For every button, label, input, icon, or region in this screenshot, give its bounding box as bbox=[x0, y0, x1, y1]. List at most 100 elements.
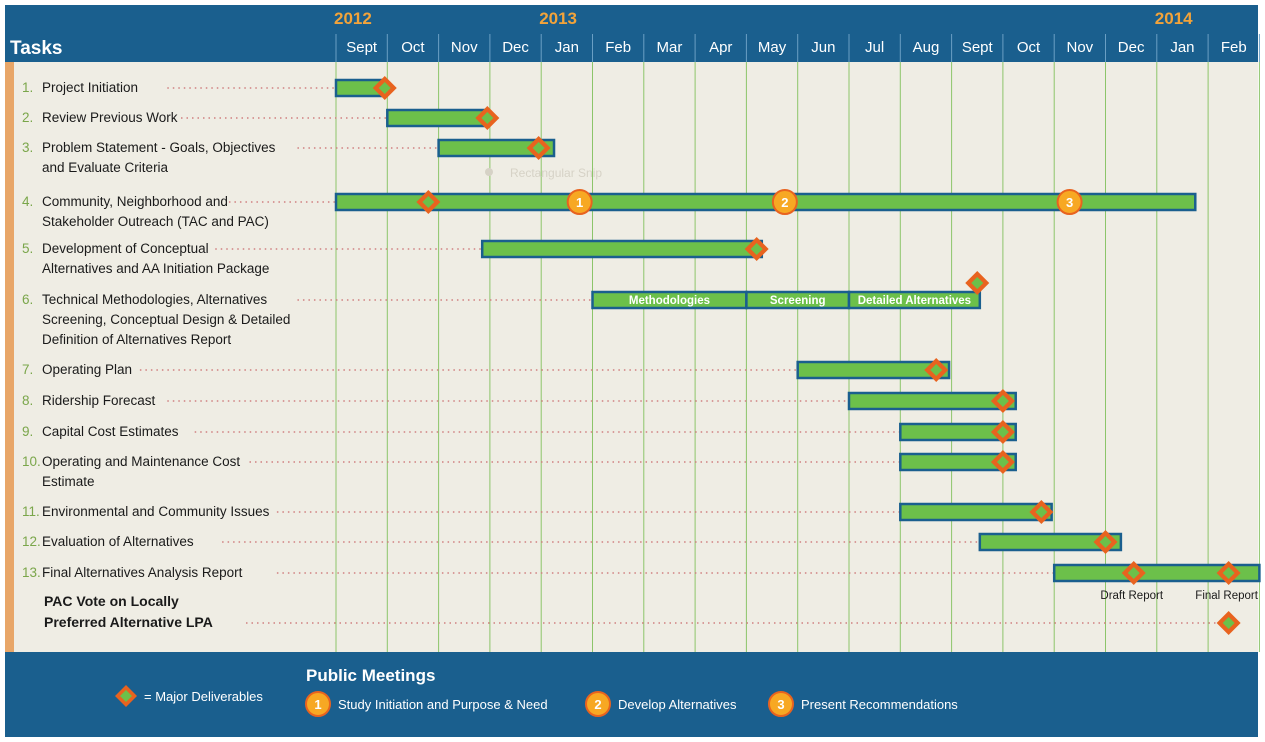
month-label: Apr bbox=[709, 39, 732, 56]
task-label: and Evaluate Criteria bbox=[42, 160, 169, 175]
task-label: Operating Plan bbox=[42, 362, 132, 377]
task-label: Capital Cost Estimates bbox=[42, 424, 179, 439]
milestone-inner bbox=[1127, 567, 1140, 579]
month-label: Jun bbox=[811, 39, 835, 56]
chart-background bbox=[5, 62, 1258, 652]
milestone-inner bbox=[1222, 567, 1235, 579]
rectangular-snip-overlay: Rectangular Snip bbox=[510, 166, 602, 180]
task-number: 10. bbox=[22, 454, 41, 469]
task-label: Screening, Conceptual Design & Detailed bbox=[42, 312, 290, 327]
task-label: Problem Statement - Goals, Objectives bbox=[42, 140, 276, 155]
milestone-diamond bbox=[990, 420, 1015, 444]
task-label: Definition of Alternatives Report bbox=[42, 332, 231, 347]
year-label: 2012 bbox=[334, 9, 372, 28]
task-bars: Methodologies Screening Detailed Alternati… bbox=[334, 78, 1261, 583]
header-bar bbox=[5, 5, 1258, 62]
task-label: Community, Neighborhood and bbox=[42, 194, 228, 209]
milestone-inner bbox=[996, 395, 1009, 407]
milestone-diamond bbox=[475, 106, 500, 130]
task-number: 13. bbox=[22, 565, 41, 580]
task-label: Ridership Forecast bbox=[42, 393, 156, 408]
task-bar bbox=[1052, 563, 1261, 583]
task-bar bbox=[796, 360, 951, 380]
milestone-diamond bbox=[1029, 500, 1054, 524]
legend-meeting-label: Present Recommendations bbox=[801, 697, 958, 712]
milestone-label: Draft Report bbox=[1100, 590, 1163, 602]
legend-meeting-label: Develop Alternatives bbox=[618, 697, 737, 712]
task-number: 8. bbox=[22, 393, 33, 408]
task-label: Estimate bbox=[42, 474, 95, 489]
milestone-diamond bbox=[1216, 611, 1241, 635]
task-number: 7. bbox=[22, 362, 33, 377]
milestone-diamond bbox=[924, 358, 949, 382]
milestone-inner bbox=[422, 196, 435, 208]
milestone-inner bbox=[481, 112, 494, 124]
milestone-diamond bbox=[1216, 561, 1241, 585]
task-bar bbox=[899, 502, 1053, 522]
task-bar bbox=[334, 192, 1197, 212]
task-label: Evaluation of Alternatives bbox=[42, 534, 194, 549]
task-number: 4. bbox=[22, 194, 33, 209]
legend-deliverable-label: = Major Deliverables bbox=[144, 689, 263, 704]
task-number: 5. bbox=[22, 241, 33, 256]
month-label: Aug bbox=[913, 39, 940, 56]
month-label: Nov bbox=[451, 39, 478, 56]
legend-title: Public Meetings bbox=[306, 666, 435, 685]
milestone-diamond bbox=[416, 190, 441, 214]
month-label: Sept bbox=[962, 39, 994, 56]
month-label: May bbox=[758, 39, 787, 56]
task-number: 11. bbox=[22, 504, 40, 519]
milestone-inner bbox=[1035, 506, 1048, 518]
milestone-inner bbox=[750, 243, 763, 255]
milestone-inner bbox=[996, 456, 1009, 468]
public-meeting-marker-circle bbox=[1056, 189, 1083, 215]
milestone-diamond bbox=[965, 271, 990, 295]
month-label: Jul bbox=[865, 39, 884, 56]
task-label: PAC Vote on Locally bbox=[44, 593, 179, 609]
legend-meeting-marker-number: 3 bbox=[777, 697, 784, 712]
task-bar bbox=[847, 391, 1017, 411]
year-label: 2013 bbox=[539, 9, 577, 28]
task-number: 3. bbox=[22, 140, 33, 155]
legend-meetings: 1 Study Initiation and Purpose & Need 2 Dev… bbox=[305, 691, 958, 717]
milestone-diamond bbox=[744, 237, 769, 261]
legend: = Major Deliverables Public Meetings 1 St… bbox=[115, 666, 958, 717]
month-label: Sept bbox=[346, 39, 378, 56]
public-meeting-marker-number: 2 bbox=[781, 195, 788, 210]
task-bar bbox=[978, 532, 1123, 552]
task-number: 1. bbox=[22, 80, 33, 95]
milestone-inner bbox=[1222, 617, 1235, 629]
public-meeting-marker-number: 1 bbox=[576, 195, 583, 210]
milestone-marks: 1 2 3 Draft Report Final Report bbox=[372, 76, 1259, 635]
public-meeting-marker-circle bbox=[771, 189, 798, 215]
month-label: Dec bbox=[502, 39, 529, 56]
year-label: 2014 bbox=[1155, 9, 1193, 28]
task-label: Alternatives and AA Initiation Package bbox=[42, 261, 269, 276]
task-bar bbox=[899, 422, 1017, 442]
task-label: Operating and Maintenance Cost bbox=[42, 454, 240, 469]
task-bar-label: Detailed Alternatives bbox=[858, 295, 971, 307]
milestone-inner bbox=[971, 277, 984, 289]
task-number: 9. bbox=[22, 424, 33, 439]
milestone-label: Final Report bbox=[1195, 590, 1258, 602]
task-label: Preferred Alternative LPA bbox=[44, 614, 213, 630]
month-label: Mar bbox=[657, 39, 683, 56]
milestone-inner bbox=[1099, 536, 1112, 548]
task-number: 2. bbox=[22, 110, 33, 125]
task-number: 6. bbox=[22, 292, 33, 307]
milestone-diamond bbox=[990, 389, 1015, 413]
rectangular-snip-overlay-icon bbox=[485, 168, 493, 176]
month-label: Oct bbox=[401, 39, 425, 56]
task-bar bbox=[847, 290, 982, 310]
milestone-inner bbox=[532, 142, 545, 154]
legend-bar bbox=[5, 652, 1258, 737]
milestone-inner bbox=[378, 82, 391, 94]
left-accent-strip bbox=[5, 62, 14, 652]
public-meeting-marker-circle bbox=[566, 189, 593, 215]
legend-deliverable-icon bbox=[115, 685, 137, 707]
task-bar bbox=[386, 108, 489, 128]
milestone-diamond bbox=[990, 450, 1015, 474]
task-label: Development of Conceptual bbox=[42, 241, 209, 256]
milestone-inner bbox=[996, 426, 1009, 438]
